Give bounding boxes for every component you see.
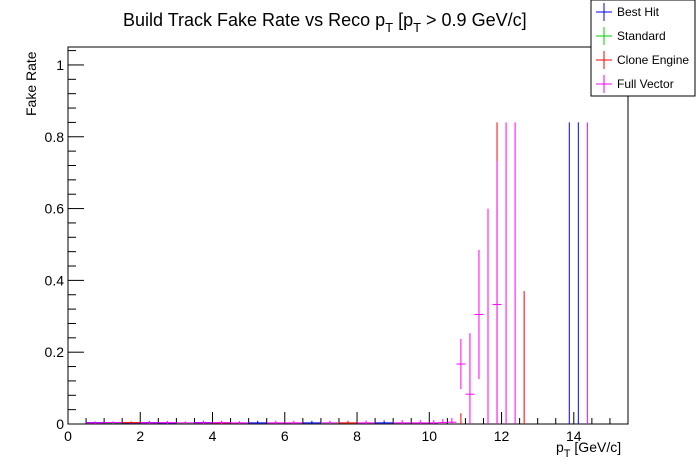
legend-box	[590, 0, 696, 97]
data-point	[284, 420, 303, 424]
series-best-hit	[86, 122, 579, 424]
data-point	[86, 421, 105, 424]
data-point	[411, 420, 430, 424]
x-tick-label: 10	[422, 428, 438, 444]
data-point	[492, 160, 502, 424]
legend-label: Best Hit	[617, 5, 660, 19]
y-tick-label: 1	[56, 57, 64, 73]
series-clone-engine	[122, 122, 525, 424]
chart-title-end: > 0.9 GeV/c]	[421, 10, 527, 30]
data-point	[266, 420, 285, 424]
data-point	[465, 333, 475, 424]
y-tick-label: 0.8	[45, 129, 65, 145]
x-tick-label: 12	[494, 428, 510, 444]
y-tick-label: 0.4	[45, 272, 65, 288]
legend-entry: Best Hit	[596, 3, 660, 21]
x-tick-label: 8	[353, 428, 361, 444]
x-tick-label: 14	[566, 428, 582, 444]
data-point	[375, 420, 394, 424]
data-point	[302, 420, 321, 424]
legend-entry: Full Vector	[596, 75, 674, 93]
data-point	[357, 420, 376, 424]
legend-entry: Standard	[596, 27, 666, 45]
x-tick-label: 4	[209, 428, 217, 444]
x-axis-title-unit: [GeV/c]	[571, 439, 622, 455]
legend-label: Standard	[617, 29, 666, 43]
legend-entry: Clone Engine	[596, 51, 689, 69]
chart-title-sub2: T	[413, 20, 421, 35]
data-point	[212, 420, 231, 424]
chart-title: Build Track Fake Rate vs Reco pT [pT > 0…	[123, 10, 527, 35]
x-tick-label: 2	[136, 428, 144, 444]
x-tick-label: 0	[64, 428, 72, 444]
x-axis-title-sub: T	[564, 448, 571, 460]
data-point	[474, 249, 484, 380]
legend-label: Full Vector	[617, 77, 674, 91]
data-point	[104, 421, 123, 424]
axis-ticks	[67, 50, 611, 425]
chart-title-main: Build Track Fake Rate vs Reco p	[123, 10, 385, 30]
data-point	[456, 338, 466, 390]
data-point	[248, 420, 267, 424]
data-point	[194, 421, 213, 424]
data-point	[338, 420, 358, 424]
chart-title-mid: [p	[393, 10, 413, 30]
data-point	[176, 421, 195, 424]
data-point	[429, 420, 439, 424]
y-tick-label: 0.2	[45, 344, 65, 360]
data-point	[230, 421, 249, 424]
data-point	[447, 417, 457, 424]
legend-label: Clone Engine	[617, 53, 689, 67]
x-axis-title: pT [GeV/c]	[556, 439, 621, 460]
y-tick-label: 0	[56, 416, 64, 432]
data-point	[393, 420, 412, 424]
y-tick-labels: 0 0.2 0.4 0.6 0.8 1	[45, 57, 65, 432]
plot-frame	[67, 46, 629, 425]
data-point	[438, 418, 448, 424]
chart-title-sub1: T	[385, 20, 393, 35]
x-axis-title-main: p	[556, 439, 564, 455]
data-point	[320, 420, 339, 424]
x-tick-label: 6	[281, 428, 289, 444]
y-axis-title: Fake Rate	[23, 51, 39, 116]
data-point	[140, 421, 159, 424]
series-layer	[86, 122, 588, 424]
series-full-vector	[86, 122, 588, 424]
legend: Best Hit Standard Clone Engine Full Vector	[590, 0, 696, 97]
data-point	[122, 421, 141, 424]
y-tick-label: 0.6	[45, 201, 65, 217]
data-point	[158, 421, 177, 424]
x-tick-labels: 0 2 4 6 8 10 12 14	[64, 428, 582, 444]
